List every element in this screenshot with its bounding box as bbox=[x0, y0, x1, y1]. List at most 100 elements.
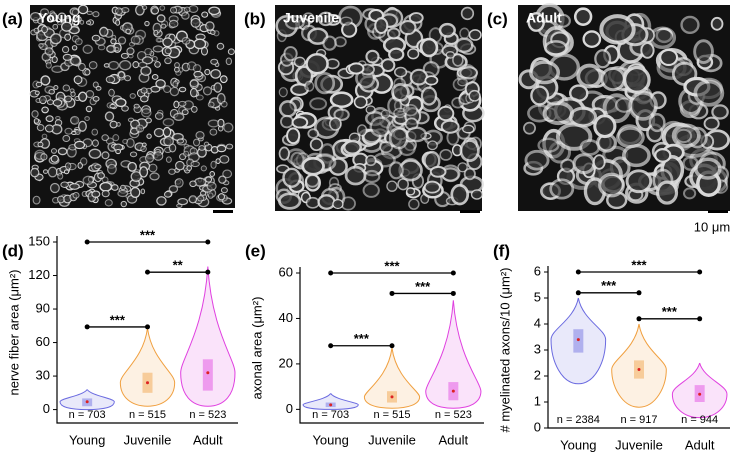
fiber bbox=[544, 40, 568, 56]
fiber bbox=[52, 23, 59, 30]
fiber bbox=[186, 165, 192, 171]
fiber bbox=[380, 109, 391, 119]
fiber bbox=[693, 157, 722, 180]
fiber bbox=[32, 195, 41, 205]
y-tick-label: 2 bbox=[534, 367, 541, 382]
n-label: n = 944 bbox=[681, 414, 718, 426]
fiber bbox=[62, 134, 71, 143]
bracket-end bbox=[636, 316, 642, 322]
violin bbox=[180, 266, 236, 407]
fiber bbox=[220, 100, 228, 108]
significance-label: *** bbox=[384, 258, 400, 273]
fiber bbox=[130, 186, 141, 198]
fiber bbox=[82, 44, 93, 55]
fiber bbox=[218, 175, 227, 184]
bracket-end bbox=[575, 269, 581, 275]
fiber bbox=[122, 138, 128, 145]
fiber bbox=[408, 12, 424, 24]
fiber bbox=[380, 58, 396, 73]
micrograph bbox=[275, 5, 485, 211]
fiber bbox=[659, 48, 679, 66]
y-tick-label: 40 bbox=[279, 310, 293, 325]
fiber bbox=[216, 144, 227, 153]
fiber bbox=[278, 100, 297, 118]
fiber bbox=[41, 25, 48, 34]
fiber bbox=[101, 151, 110, 160]
fiber bbox=[35, 81, 43, 88]
fiber bbox=[163, 136, 174, 147]
fiber bbox=[99, 181, 113, 192]
fiber bbox=[200, 165, 207, 172]
fiber bbox=[594, 49, 612, 69]
fiber bbox=[115, 19, 121, 26]
fiber bbox=[205, 176, 213, 183]
fiber bbox=[648, 112, 666, 133]
fiber bbox=[173, 100, 180, 109]
n-label: n = 703 bbox=[312, 409, 349, 421]
fiber bbox=[49, 33, 62, 45]
y-tick-label: 90 bbox=[36, 300, 50, 315]
fiber bbox=[64, 127, 73, 135]
fiber bbox=[468, 89, 481, 102]
fiber bbox=[364, 154, 377, 167]
fiber bbox=[153, 127, 165, 138]
fiber bbox=[579, 139, 601, 156]
fiber bbox=[193, 70, 203, 78]
fiber bbox=[680, 15, 700, 35]
fiber bbox=[57, 172, 64, 180]
fiber bbox=[393, 66, 408, 78]
fiber bbox=[86, 10, 93, 16]
n-label: n = 523 bbox=[435, 409, 472, 421]
fiber bbox=[92, 96, 100, 102]
fiber bbox=[36, 124, 45, 132]
y-tick-label: 30 bbox=[36, 368, 50, 383]
mean-dot bbox=[451, 389, 455, 393]
fiber bbox=[177, 197, 189, 206]
fiber bbox=[151, 55, 158, 62]
axis-line bbox=[56, 236, 238, 424]
fiber bbox=[332, 199, 344, 210]
fiber bbox=[286, 127, 301, 145]
fiber bbox=[110, 38, 117, 45]
mean-dot bbox=[85, 400, 89, 404]
fiber bbox=[307, 128, 320, 139]
x-tick-label: Young bbox=[560, 437, 596, 452]
bracket-end bbox=[636, 290, 642, 296]
fiber bbox=[88, 148, 102, 159]
fiber bbox=[524, 149, 550, 171]
fiber bbox=[75, 16, 82, 23]
y-tick-label: 3 bbox=[534, 341, 541, 356]
fiber bbox=[62, 53, 73, 61]
bracket-end bbox=[450, 290, 456, 296]
fiber bbox=[165, 156, 172, 163]
significance-label: *** bbox=[601, 278, 617, 293]
fiber bbox=[117, 71, 125, 79]
fiber bbox=[386, 27, 401, 40]
fiber bbox=[598, 172, 625, 198]
fiber bbox=[529, 60, 560, 85]
y-tick-label: 5 bbox=[534, 289, 541, 304]
x-tick-label: Adult bbox=[685, 437, 715, 452]
fiber bbox=[362, 182, 380, 198]
fiber bbox=[305, 53, 329, 75]
fiber bbox=[189, 180, 197, 188]
fiber bbox=[424, 75, 439, 86]
fiber bbox=[592, 154, 606, 170]
fiber bbox=[91, 34, 101, 42]
n-label: n = 703 bbox=[69, 409, 106, 421]
fiber bbox=[391, 83, 410, 102]
fiber bbox=[193, 138, 201, 147]
fiber bbox=[454, 37, 474, 54]
fiber bbox=[80, 157, 88, 166]
scale-bar bbox=[460, 210, 480, 213]
fiber bbox=[91, 139, 99, 147]
fiber bbox=[69, 56, 82, 66]
fiber bbox=[600, 66, 626, 92]
panel-label: (c) bbox=[487, 9, 508, 28]
fiber bbox=[189, 87, 198, 98]
y-tick-label: 6 bbox=[534, 263, 541, 278]
fiber bbox=[156, 14, 166, 23]
x-tick-label: Young bbox=[312, 432, 348, 447]
fiber bbox=[168, 168, 176, 175]
